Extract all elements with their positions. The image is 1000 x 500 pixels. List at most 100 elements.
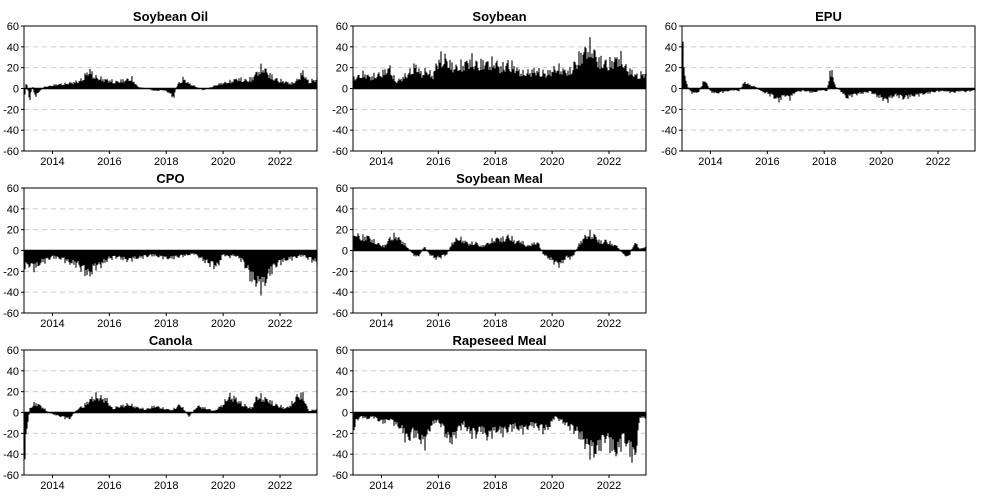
y-tick-label: 40: [336, 204, 348, 216]
y-tick-label: 0: [13, 408, 19, 420]
x-tick-label: 2014: [369, 318, 393, 330]
x-tick-label: 2014: [40, 480, 64, 492]
y-tick-label: -60: [3, 470, 19, 482]
x-tick-label: 2020: [211, 318, 235, 330]
series-bars: [681, 41, 976, 103]
x-tick-label: 2022: [268, 156, 292, 168]
x-tick-label: 2022: [597, 318, 621, 330]
y-tick-label: 60: [7, 21, 19, 33]
x-tick-label: 2014: [369, 156, 393, 168]
y-tick-label: 20: [336, 63, 348, 75]
y-tick-label: -20: [3, 266, 19, 278]
x-tick-label: 2020: [869, 156, 893, 168]
y-tick-label: -60: [332, 308, 348, 320]
y-tick-label: -40: [3, 287, 19, 299]
x-tick-label: 2022: [268, 480, 292, 492]
panel-epu: -60 -40 -20 0 20 40 60 2014 2016 2018 2020 2022 EPU: [661, 9, 976, 168]
x-tick-label: 2018: [483, 156, 507, 168]
series-bars: [23, 392, 318, 460]
y-tick-label: 20: [336, 225, 348, 237]
y-tick-label: 20: [665, 63, 677, 75]
x-tick-label: 2016: [426, 156, 450, 168]
x-tick-label: 2016: [426, 318, 450, 330]
y-tick-label: -20: [3, 104, 19, 116]
x-tick-label: 2014: [369, 480, 393, 492]
y-tick-label: 60: [336, 345, 348, 357]
y-tick-label: 40: [665, 42, 677, 54]
x-tick-label: 2016: [97, 156, 121, 168]
x-tick-label: 2018: [483, 318, 507, 330]
y-tick-label: 0: [342, 246, 348, 258]
panel-soybean-oil: -60 -40 -20 0 20 40 60 2014 2016 2018 2020 2022 Soyb…: [3, 9, 318, 168]
panel-title: Soybean Oil: [133, 9, 208, 24]
y-tick-label: 0: [342, 84, 348, 96]
y-tick-label: 0: [342, 408, 348, 420]
panel-title: CPO: [156, 171, 184, 186]
y-tick-label: 40: [7, 42, 19, 54]
y-tick-label: -60: [661, 146, 677, 158]
y-tick-label: 20: [7, 387, 19, 399]
y-tick-label: 60: [7, 345, 19, 357]
x-tick-label: 2018: [154, 480, 178, 492]
panel-title: Canola: [149, 333, 193, 348]
y-tick-label: 0: [13, 84, 19, 96]
x-tick-label: 2016: [755, 156, 779, 168]
y-tick-label: 20: [336, 387, 348, 399]
panel-soybean: -60 -40 -20 0 20 40 60 2014 2016 2018 2020 2022 Soyb…: [332, 9, 647, 168]
y-tick-label: -20: [332, 266, 348, 278]
x-tick-label: 2020: [211, 156, 235, 168]
x-tick-label: 2020: [211, 480, 235, 492]
y-tick-label: 20: [7, 225, 19, 237]
x-tick-label: 2020: [540, 480, 564, 492]
panel-soybean-meal: -60 -40 -20 0 20 40 60 2014 2016 2018 2020 2022 Soyb…: [332, 171, 647, 330]
series-bars: [352, 398, 647, 463]
panel-title: Soybean: [472, 9, 526, 24]
x-tick-label: 2018: [154, 156, 178, 168]
y-tick-label: -20: [332, 104, 348, 116]
y-tick-label: 40: [336, 366, 348, 378]
y-tick-label: 60: [336, 21, 348, 33]
y-tick-label: 20: [7, 63, 19, 75]
y-tick-label: 40: [7, 204, 19, 216]
panel-title: Soybean Meal: [456, 171, 543, 186]
series-bars: [352, 230, 647, 268]
x-tick-label: 2020: [540, 318, 564, 330]
panel-cpo: -60 -40 -20 0 20 40 60 2014 2016 2018 2020 2022 CPO: [3, 171, 318, 330]
series-bars: [23, 63, 318, 112]
y-tick-label: -20: [3, 428, 19, 440]
x-tick-label: 2022: [926, 156, 950, 168]
y-tick-label: -40: [3, 449, 19, 461]
x-tick-label: 2016: [426, 480, 450, 492]
x-tick-label: 2018: [483, 480, 507, 492]
x-tick-label: 2018: [154, 318, 178, 330]
y-tick-label: -40: [332, 449, 348, 461]
x-tick-label: 2018: [812, 156, 836, 168]
x-tick-label: 2020: [540, 156, 564, 168]
series-bars: [23, 250, 318, 296]
x-tick-label: 2022: [597, 156, 621, 168]
panel-title: EPU: [815, 9, 842, 24]
y-tick-label: 60: [336, 183, 348, 195]
panel-rapeseed-meal: -60 -40 -20 0 20 40 60 2014 2016 2018 2020 2022 Rape…: [332, 333, 647, 492]
y-tick-label: -20: [332, 428, 348, 440]
y-tick-label: 60: [665, 21, 677, 33]
x-tick-label: 2022: [597, 480, 621, 492]
y-tick-label: -60: [3, 146, 19, 158]
x-tick-label: 2014: [40, 156, 64, 168]
y-tick-label: 60: [7, 183, 19, 195]
x-tick-label: 2014: [698, 156, 722, 168]
panel-canola: -60 -40 -20 0 20 40 60 2014 2016 2018 2020 2022 Cano…: [3, 333, 318, 492]
y-tick-label: -60: [332, 146, 348, 158]
y-tick-label: -20: [661, 104, 677, 116]
y-tick-label: -60: [332, 470, 348, 482]
y-tick-label: 40: [7, 366, 19, 378]
y-tick-label: -40: [3, 125, 19, 137]
y-tick-label: -40: [661, 125, 677, 137]
y-tick-label: -40: [332, 125, 348, 137]
y-tick-label: 0: [671, 84, 677, 96]
x-tick-label: 2016: [97, 480, 121, 492]
panel-title: Rapeseed Meal: [453, 333, 547, 348]
y-tick-label: 0: [13, 246, 19, 258]
y-tick-label: -60: [3, 308, 19, 320]
